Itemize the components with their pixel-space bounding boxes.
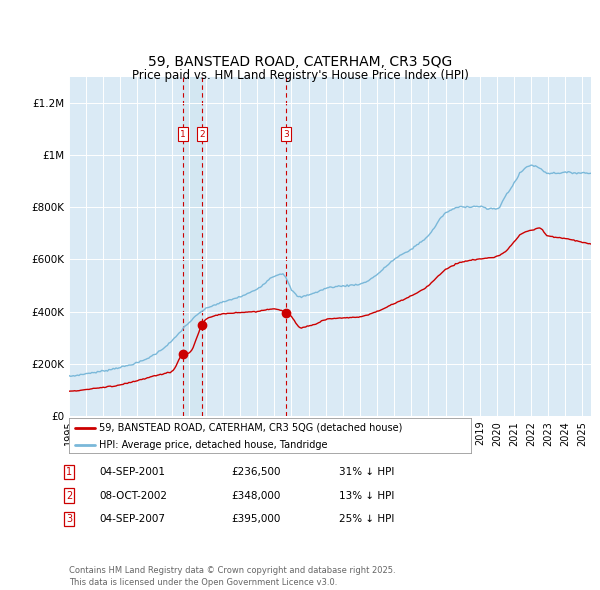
Text: 1: 1 <box>66 467 72 477</box>
Text: £236,500: £236,500 <box>231 467 281 477</box>
Text: 3: 3 <box>66 514 72 524</box>
Text: £348,000: £348,000 <box>231 491 280 500</box>
Text: 08-OCT-2002: 08-OCT-2002 <box>99 491 167 500</box>
Text: 2: 2 <box>66 491 72 500</box>
Text: Price paid vs. HM Land Registry's House Price Index (HPI): Price paid vs. HM Land Registry's House … <box>131 69 469 82</box>
Text: 04-SEP-2007: 04-SEP-2007 <box>99 514 165 524</box>
Text: 59, BANSTEAD ROAD, CATERHAM, CR3 5QG: 59, BANSTEAD ROAD, CATERHAM, CR3 5QG <box>148 55 452 69</box>
Text: £395,000: £395,000 <box>231 514 280 524</box>
Text: HPI: Average price, detached house, Tandridge: HPI: Average price, detached house, Tand… <box>99 440 328 450</box>
Text: 13% ↓ HPI: 13% ↓ HPI <box>339 491 394 500</box>
Text: 3: 3 <box>283 130 289 139</box>
Bar <box>183 77 202 416</box>
Text: Contains HM Land Registry data © Crown copyright and database right 2025.
This d: Contains HM Land Registry data © Crown c… <box>69 566 395 587</box>
Text: 1: 1 <box>180 130 186 139</box>
Text: 31% ↓ HPI: 31% ↓ HPI <box>339 467 394 477</box>
Text: 2: 2 <box>199 130 205 139</box>
Text: 04-SEP-2001: 04-SEP-2001 <box>99 467 165 477</box>
Text: 25% ↓ HPI: 25% ↓ HPI <box>339 514 394 524</box>
Text: 59, BANSTEAD ROAD, CATERHAM, CR3 5QG (detached house): 59, BANSTEAD ROAD, CATERHAM, CR3 5QG (de… <box>99 422 403 432</box>
